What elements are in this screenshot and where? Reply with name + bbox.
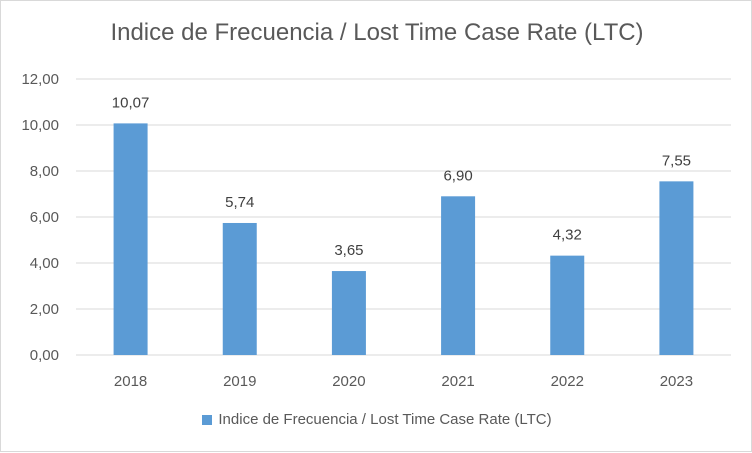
x-tick-label-2021: 2021 [441, 373, 474, 390]
data-label-2018: 10,07 [112, 94, 150, 111]
bar-2023 [659, 181, 694, 355]
x-tick-label-2020: 2020 [332, 373, 365, 390]
chart-title: Indice de Frecuencia / Lost Time Case Ra… [110, 19, 644, 46]
bar-2019 [222, 222, 257, 355]
legend-label: Indice de Frecuencia / Lost Time Case Ra… [218, 411, 552, 428]
x-tick-label-2018: 2018 [114, 373, 147, 390]
gridlines [76, 78, 731, 356]
x-tick-label-2019: 2019 [223, 373, 256, 390]
legend-swatch [202, 414, 213, 425]
x-axis-ticks: 2018 2019 2020 2021 2022 2023 [114, 373, 693, 390]
x-tick-label-2023: 2023 [660, 373, 693, 390]
x-tick-label-2022: 2022 [551, 373, 584, 390]
bars [113, 123, 694, 355]
bar-2022 [550, 255, 585, 355]
data-label-2023: 7,55 [662, 152, 691, 169]
y-tick-label: 6,00 [30, 209, 59, 226]
y-tick-label: 10,00 [21, 117, 59, 134]
bar-2020 [331, 271, 366, 355]
y-tick-label: 12,00 [21, 71, 59, 88]
y-tick-label: 8,00 [30, 163, 59, 180]
legend: Indice de Frecuencia / Lost Time Case Ra… [1, 411, 752, 428]
y-axis-ticks: 0,00 2,00 4,00 6,00 8,00 10,00 12,00 [21, 71, 59, 364]
bar-2021 [441, 196, 476, 355]
data-labels: 10,07 5,74 3,65 6,90 4,32 7,55 [112, 94, 691, 259]
data-label-2019: 5,74 [225, 194, 254, 211]
data-label-2022: 4,32 [553, 227, 582, 244]
data-label-2020: 3,65 [334, 242, 363, 259]
y-tick-label: 0,00 [30, 347, 59, 364]
data-label-2021: 6,90 [443, 167, 472, 184]
y-tick-label: 4,00 [30, 255, 59, 272]
bar-2018 [113, 123, 148, 355]
y-tick-label: 2,00 [30, 301, 59, 318]
